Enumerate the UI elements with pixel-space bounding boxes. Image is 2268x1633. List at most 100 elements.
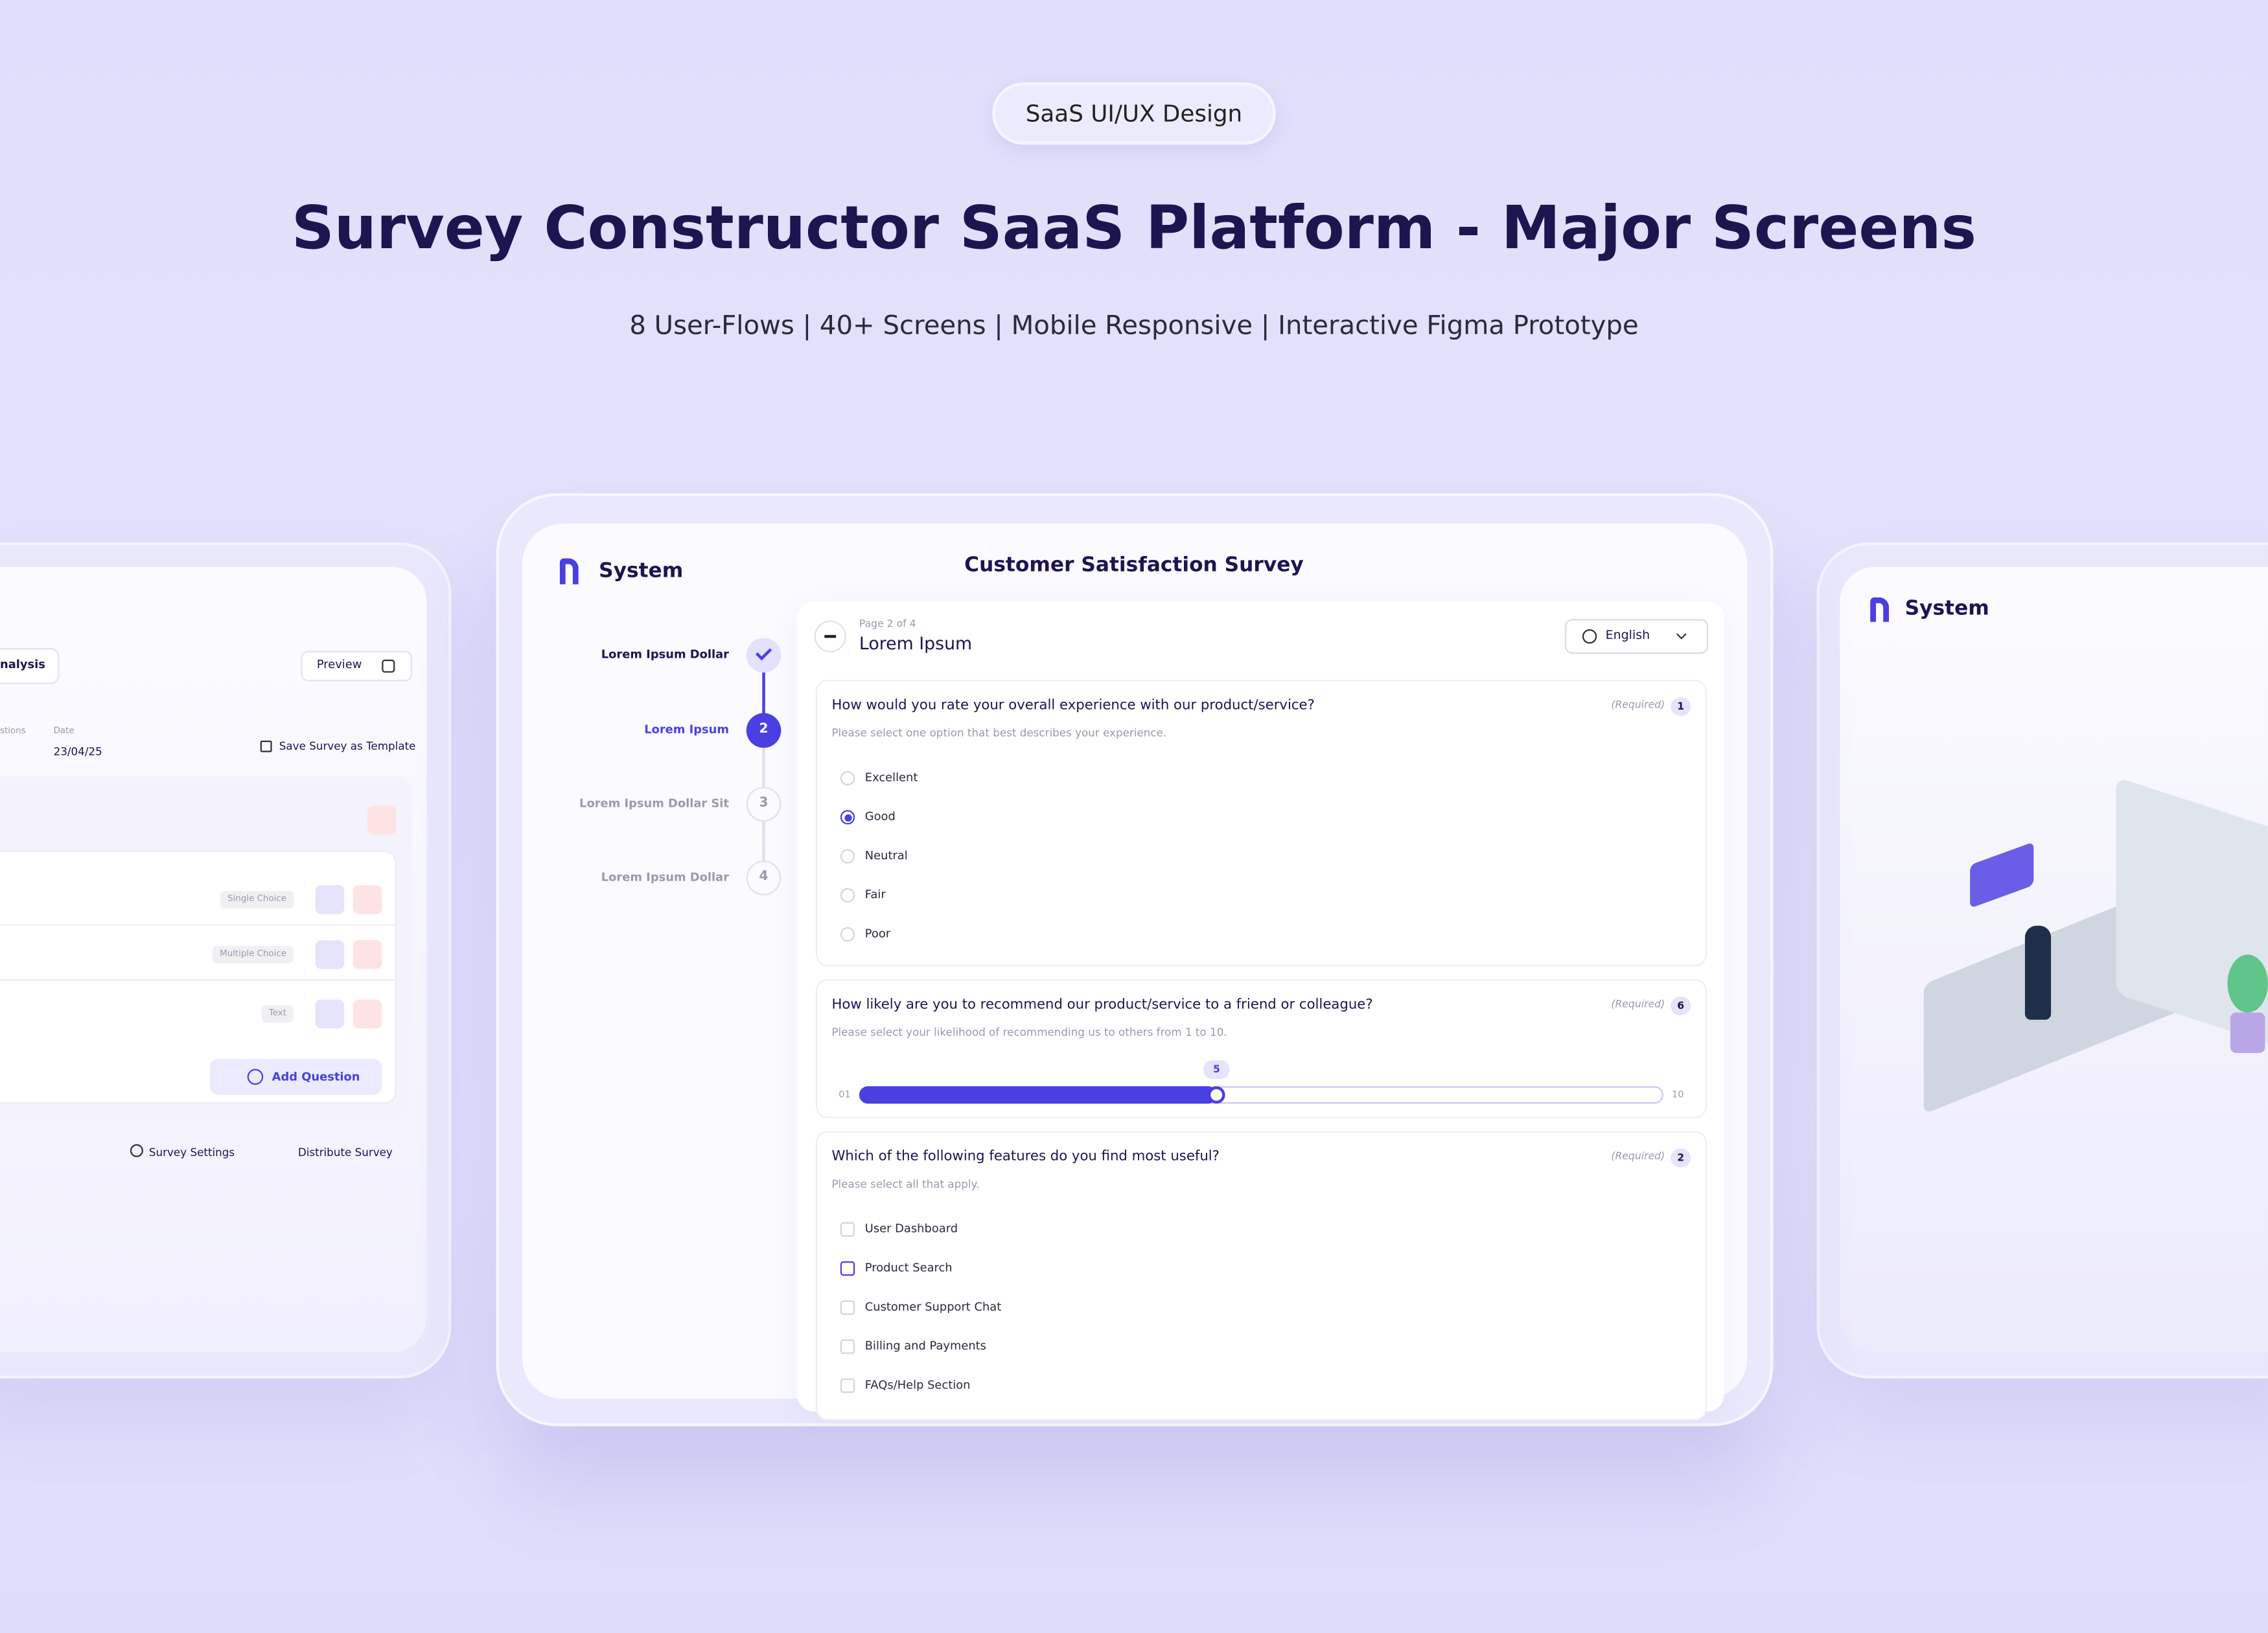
question-badge bbox=[1671, 697, 1691, 716]
slider-value: 5 bbox=[1212, 1063, 1220, 1075]
language-select[interactable] bbox=[1565, 619, 1709, 654]
logo bbox=[559, 558, 579, 585]
meta-label: stions bbox=[0, 726, 26, 737]
survey-title: Customer Satisfaction Survey bbox=[964, 553, 1304, 577]
delete-btn[interactable] bbox=[367, 805, 397, 835]
brand: System bbox=[599, 559, 684, 583]
step-circle bbox=[746, 713, 781, 748]
slider-min: 01 bbox=[839, 1089, 851, 1101]
option-label: FAQs/Help Section bbox=[864, 1378, 971, 1392]
illustration-plant bbox=[2227, 955, 2268, 1013]
main-title: Survey Constructor SaaS Platform - Major… bbox=[291, 192, 1977, 263]
page-info: Page 2 of 4 bbox=[859, 618, 916, 631]
divider bbox=[0, 924, 397, 926]
meta-value: 23/04/25 bbox=[53, 745, 102, 759]
globe-icon bbox=[1582, 629, 1597, 644]
question-text: How likely are you to recommend our prod… bbox=[831, 997, 1373, 1013]
checkbox[interactable] bbox=[840, 1261, 855, 1276]
slider-knob[interactable] bbox=[1208, 1086, 1225, 1104]
slider-fill bbox=[859, 1086, 1217, 1104]
question-type: Text bbox=[261, 1005, 294, 1023]
tab-text: nalysis bbox=[0, 658, 45, 671]
option-label: Excellent bbox=[864, 770, 918, 784]
settings-icon bbox=[130, 1144, 143, 1157]
question-number: 6 bbox=[1677, 999, 1685, 1012]
question-text: Which of the following features do you f… bbox=[831, 1148, 1220, 1165]
radio-dot bbox=[844, 813, 851, 821]
step-number: 2 bbox=[759, 722, 769, 737]
illustration-pot bbox=[2230, 1012, 2265, 1053]
delete-btn[interactable] bbox=[353, 940, 382, 969]
question-card bbox=[815, 1131, 1707, 1420]
checkbox[interactable] bbox=[840, 1378, 855, 1393]
badge bbox=[992, 82, 1276, 145]
step-label[interactable]: Lorem Ipsum Dollar bbox=[601, 870, 729, 884]
edit-btn[interactable] bbox=[315, 885, 345, 914]
radio[interactable] bbox=[840, 927, 855, 942]
back-btn[interactable] bbox=[814, 620, 846, 653]
footer-link[interactable]: Distribute Survey bbox=[297, 1146, 393, 1159]
question-badge bbox=[1671, 996, 1691, 1015]
question-card bbox=[815, 680, 1707, 967]
add-question-btn[interactable] bbox=[209, 1058, 382, 1095]
checkbox[interactable] bbox=[840, 1300, 855, 1315]
delete-btn[interactable] bbox=[353, 885, 382, 914]
checkbox[interactable] bbox=[840, 1222, 855, 1237]
question-text: How would you rate your overall experien… bbox=[831, 697, 1315, 713]
option-label: User Dashboard bbox=[864, 1222, 958, 1236]
question-type: Multiple Choice bbox=[212, 945, 294, 964]
edit-btn[interactable] bbox=[315, 999, 345, 1029]
question-number: 1 bbox=[1677, 700, 1685, 712]
add-icon bbox=[247, 1069, 264, 1085]
badge-text: SaaS UI/UX Design bbox=[1025, 100, 1243, 128]
step-label[interactable]: Lorem Ipsum Dollar bbox=[601, 647, 729, 662]
edit-btn[interactable] bbox=[315, 940, 345, 969]
radio[interactable] bbox=[840, 770, 855, 786]
required: (Required) bbox=[1611, 1150, 1665, 1163]
option-label: Customer Support Chat bbox=[864, 1300, 1002, 1314]
add-question: Add Question bbox=[272, 1070, 360, 1083]
hint: Please select all that apply. bbox=[831, 1177, 980, 1191]
illustration-person bbox=[2024, 925, 2052, 1020]
save-icon bbox=[260, 740, 272, 752]
radio[interactable] bbox=[840, 888, 855, 903]
required: (Required) bbox=[1611, 999, 1665, 1011]
step-circle bbox=[746, 638, 781, 673]
page-title: Lorem Ipsum bbox=[859, 633, 973, 654]
save-template[interactable]: Save Survey as Template bbox=[279, 739, 416, 753]
back-arrow bbox=[824, 634, 837, 638]
question-number: 2 bbox=[1677, 1151, 1685, 1163]
checkbox[interactable] bbox=[840, 1339, 855, 1354]
option-label: Poor bbox=[864, 927, 891, 940]
preview-text: Preview bbox=[316, 658, 362, 671]
question-badge bbox=[1671, 1148, 1691, 1168]
question-type: Single Choice bbox=[220, 890, 294, 909]
step-label[interactable]: Lorem Ipsum bbox=[644, 723, 729, 737]
step-number: 4 bbox=[759, 870, 769, 885]
delete-btn[interactable] bbox=[353, 999, 382, 1029]
step-number: 3 bbox=[759, 796, 769, 811]
footer-link[interactable]: Survey Settings bbox=[148, 1146, 235, 1159]
required: (Required) bbox=[1611, 699, 1665, 712]
preview-icon bbox=[382, 659, 395, 673]
step-circle bbox=[746, 861, 781, 896]
hint: Please select one option that best descr… bbox=[831, 726, 1167, 740]
radio[interactable] bbox=[840, 809, 855, 825]
divider bbox=[0, 979, 397, 981]
subtitle: 8 User-Flows | 40+ Screens | Mobile Resp… bbox=[629, 310, 1639, 342]
hint: Please select your likelihood of recomme… bbox=[831, 1026, 1227, 1039]
logo bbox=[1870, 597, 1890, 622]
step-line bbox=[762, 655, 765, 731]
meta-label: Date bbox=[53, 726, 75, 737]
slider-max: 10 bbox=[1671, 1089, 1684, 1101]
radio[interactable] bbox=[840, 849, 855, 864]
step-label[interactable]: Lorem Ipsum Dollar Sit bbox=[579, 796, 729, 810]
option-label: Billing and Payments bbox=[864, 1339, 986, 1353]
option-label: Good bbox=[864, 809, 896, 824]
step-circle bbox=[746, 787, 781, 822]
option-label: Neutral bbox=[864, 849, 908, 863]
tab[interactable] bbox=[0, 647, 60, 684]
option-label: Product Search bbox=[864, 1261, 953, 1275]
brand: System bbox=[1904, 597, 1989, 621]
